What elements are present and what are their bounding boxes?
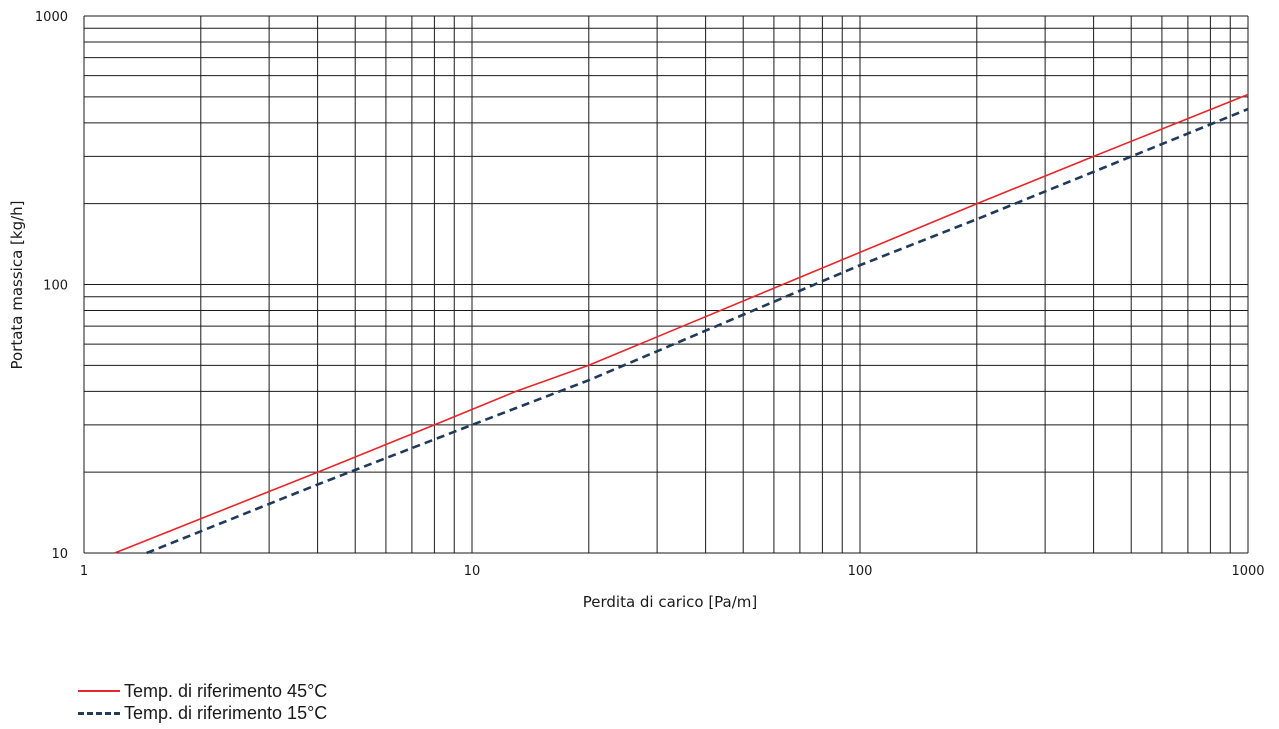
legend: Temp. di riferimento 45°C Temp. di rifer…: [78, 680, 327, 724]
tick-labels: 1 10 100 1000 10 100 1000: [35, 10, 1265, 579]
series-line-45c: [114, 93, 1249, 554]
y-tick-label: 10: [51, 547, 68, 562]
y-axis-title: Portata massica [kg/h]: [8, 200, 26, 369]
legend-item-15: Temp. di riferimento 15°C: [78, 702, 327, 724]
legend-item-45: Temp. di riferimento 45°C: [78, 680, 327, 702]
legend-swatch-45: [78, 690, 120, 692]
series-line-15c: [146, 107, 1249, 555]
legend-label-45: Temp. di riferimento 45°C: [124, 680, 328, 701]
grid: [83, 15, 1249, 554]
series-layer: [114, 93, 1249, 555]
x-tick-label: 100: [848, 564, 873, 579]
y-tick-label: 1000: [35, 10, 68, 25]
x-tick-label: 10: [464, 564, 481, 579]
x-axis-title: Perdita di carico [Pa/m]: [583, 593, 758, 611]
x-tick-label: 1: [80, 564, 88, 579]
legend-swatch-15: [78, 711, 120, 715]
legend-label-15: Temp. di riferimento 15°C: [124, 702, 328, 723]
y-tick-label: 100: [43, 279, 68, 294]
x-tick-label: 1000: [1231, 564, 1264, 579]
